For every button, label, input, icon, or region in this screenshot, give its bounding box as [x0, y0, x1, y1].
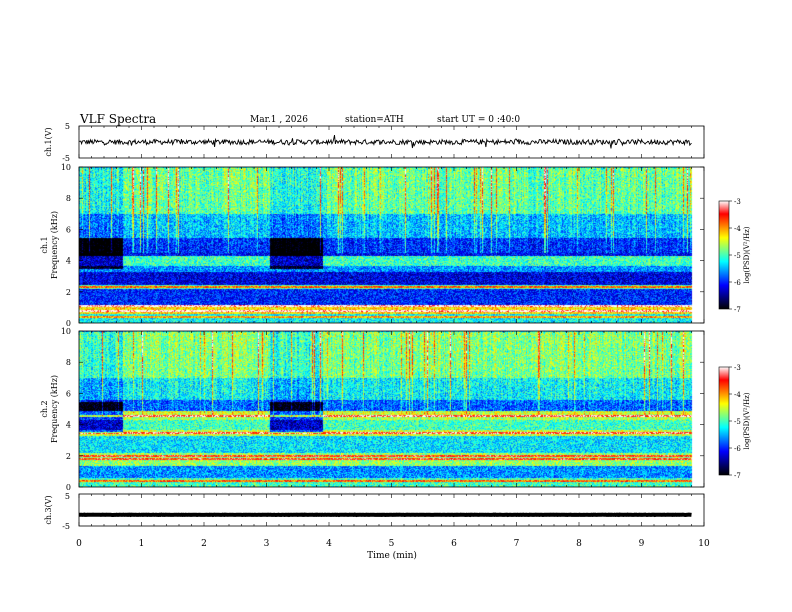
colorbar-tick-label: -7 — [734, 472, 741, 480]
colorbar-tick-label: -6 — [734, 279, 741, 287]
station-label: station=ATH — [345, 115, 404, 125]
ch2-spectrogram-ylabel-channel: ch.2 — [40, 400, 49, 417]
y-tick-label: 8 — [66, 358, 71, 367]
ch1-spectrogram-xticks — [78, 167, 705, 323]
ch1-waveform-panel: 5 -5 ch.1(V) — [44, 122, 705, 163]
ch1-colorbar-gradient — [719, 201, 729, 309]
ch2-spectrogram-xticks — [78, 331, 705, 487]
y-tick-label: 2 — [66, 452, 71, 461]
colorbar-tick-label: -5 — [734, 418, 741, 426]
ch3-waveform-frame — [78, 493, 705, 527]
ch1-waveform-ylabel: ch.1(V) — [44, 127, 53, 156]
ch3-ytick-bottom: -5 — [62, 522, 70, 531]
y-tick-label: 0 — [66, 319, 71, 328]
y-tick-label: 10 — [61, 163, 71, 172]
ch1-colorbar: -3 -4 -5 -6 -7 log(PSD)(V²/Hz) — [718, 198, 751, 314]
ch1-waveform-ticks — [78, 126, 705, 158]
x-tick-label: 4 — [326, 539, 332, 549]
x-axis-tick-labels: 0 1 2 3 4 5 6 7 8 9 10 — [76, 539, 710, 549]
start-time-label: start UT = 0 :40:0 — [437, 115, 520, 125]
colorbar-tick-label: -6 — [734, 445, 741, 453]
x-tick-label: 7 — [514, 539, 520, 549]
x-tick-label: 0 — [76, 539, 82, 549]
ch1-colorbar-ticks: -3 -4 -5 -6 -7 — [729, 198, 741, 314]
colorbar-tick-label: -4 — [734, 225, 741, 233]
ch3-waveform-panel: 5 -5 ch.3(V) — [44, 492, 705, 531]
ch1-spectrogram-ylabel-frequency: Frequency (kHz) — [50, 211, 59, 279]
ch1-spectrogram-panel: 0 2 4 6 8 10 ch.1 Frequency (kHz) — [40, 163, 705, 328]
ch2-spectrogram-image — [79, 331, 704, 487]
ch1-waveform-frame — [78, 125, 705, 159]
x-tick-label: 5 — [389, 539, 395, 549]
y-tick-label: 2 — [66, 288, 71, 297]
x-tick-label: 1 — [139, 539, 145, 549]
ch2-spectrogram-yticks: 0 2 4 6 8 10 — [61, 327, 704, 492]
ch1-spectrogram-ylabel-channel: ch.1 — [40, 236, 49, 253]
ch2-colorbar-label: log(PSD)(V²/Hz) — [743, 392, 751, 449]
y-tick-label: 6 — [66, 225, 71, 234]
ch1-ytick-top: 5 — [65, 122, 70, 131]
y-tick-label: 10 — [61, 327, 71, 336]
colorbar-tick-label: -5 — [734, 252, 741, 260]
colorbar-tick-label: -3 — [734, 198, 741, 206]
colorbar-tick-label: -7 — [734, 306, 741, 314]
ch1-spectrogram-yticks: 0 2 4 6 8 10 — [61, 163, 704, 328]
ch1-spectrogram-image — [79, 167, 704, 323]
colorbar-tick-label: -4 — [734, 391, 741, 399]
x-tick-label: 2 — [201, 539, 207, 549]
y-tick-label: 4 — [66, 421, 71, 430]
x-tick-label: 8 — [576, 539, 582, 549]
x-tick-label: 3 — [264, 539, 270, 549]
ch3-ytick-top: 5 — [65, 492, 70, 501]
y-tick-label: 4 — [66, 257, 71, 266]
x-tick-label: 6 — [451, 539, 457, 549]
ch1-colorbar-label: log(PSD)(V²/Hz) — [743, 226, 751, 283]
ch1-ytick-bottom: -5 — [62, 154, 70, 163]
ch3-waveform-ticks — [78, 494, 705, 526]
ch1-waveform-trace — [78, 135, 692, 149]
colorbar-tick-label: -3 — [734, 364, 741, 372]
y-tick-label: 8 — [66, 194, 71, 203]
x-tick-label: 10 — [698, 539, 710, 549]
chart-title: VLF Spectra — [79, 112, 156, 126]
ch2-spectrogram-panel: 0 2 4 6 8 10 ch.2 Frequency (kHz) — [40, 327, 705, 492]
ch2-spectrogram-ylabel-frequency: Frequency (kHz) — [50, 375, 59, 443]
x-axis-label: Time (min) — [367, 550, 417, 561]
ch2-colorbar-gradient — [719, 367, 729, 475]
ch3-waveform-ylabel: ch.3(V) — [44, 495, 53, 524]
x-tick-label: 9 — [639, 539, 645, 549]
ch2-colorbar-ticks: -3 -4 -5 -6 -7 — [729, 364, 741, 480]
y-tick-label: 6 — [66, 389, 71, 398]
y-tick-label: 0 — [66, 483, 71, 492]
ch2-colorbar: -3 -4 -5 -6 -7 log(PSD)(V²/Hz) — [718, 364, 751, 480]
date-label: Mar.1 , 2026 — [250, 115, 308, 125]
